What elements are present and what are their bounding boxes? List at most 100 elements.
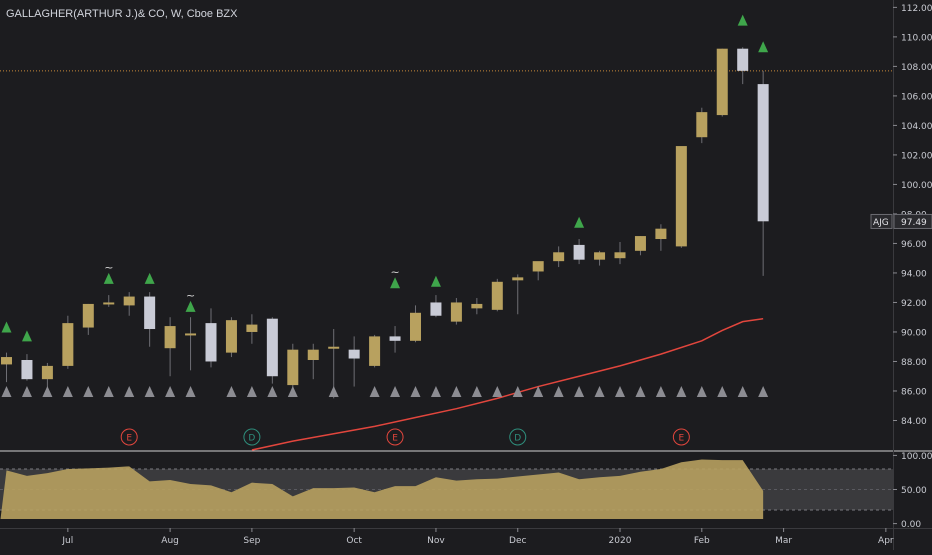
green-triangle-marker (574, 216, 585, 228)
gray-triangle-marker (124, 386, 135, 397)
green-triangle-marker (1, 321, 12, 333)
candle-body (225, 320, 237, 353)
gray-triangle-marker (267, 386, 278, 397)
gray-triangle-marker (42, 386, 53, 397)
gray-triangle-marker (615, 386, 625, 397)
last-price-box (893, 213, 932, 229)
gray-triangle-marker (758, 386, 769, 397)
gray-triangle-marker (1, 386, 12, 397)
x-tick-label: Dec (509, 536, 526, 546)
dividend-marker (243, 428, 261, 446)
gray-triangle-marker (512, 386, 523, 397)
y-tick-label: 84.00 (901, 417, 927, 427)
chart-title: GALLAGHER(ARTHUR J.)& CO, W, Cboe BZX (6, 8, 238, 20)
candle-body (246, 324, 258, 332)
y-tick-label: 90.00 (901, 328, 927, 338)
candle-body (430, 302, 442, 316)
y-tick-label: 86.00 (901, 387, 927, 397)
green-triangle-marker (390, 277, 401, 289)
gray-triangle-marker (410, 386, 421, 397)
x-tick-label: Jul (61, 536, 73, 546)
gray-triangle-marker (451, 386, 462, 397)
candle-body (450, 302, 462, 322)
candle-body (573, 244, 585, 260)
tilde-marker: ~ (104, 261, 113, 274)
x-tick-label: Apr (878, 536, 894, 546)
candle-body (103, 302, 115, 305)
y-tick-label: 104.00 (901, 122, 932, 132)
gray-triangle-marker (103, 386, 114, 397)
osc-y-tick-label: 50.00 (901, 486, 927, 496)
gray-triangle-marker (21, 386, 32, 397)
candle-body (614, 252, 626, 259)
candle-body (348, 349, 360, 359)
candle-body (389, 336, 401, 341)
tilde-marker: ~ (391, 265, 400, 278)
candle-body (675, 146, 687, 247)
gray-triangle-marker (369, 386, 380, 397)
event-label: E (126, 434, 132, 444)
gray-triangle-marker (635, 386, 646, 397)
x-tick-label: Sep (243, 536, 260, 546)
last-price-label: 97.49 (901, 218, 927, 228)
candle-body (553, 252, 565, 262)
event-label: E (679, 434, 685, 444)
gray-triangle-marker (594, 386, 605, 397)
x-tick-label: Feb (694, 536, 710, 546)
tilde-marker: ~ (186, 289, 195, 302)
candle-body (1, 357, 12, 365)
x-tick-label: Mar (775, 536, 792, 546)
candle-body (82, 303, 94, 328)
candle-body (144, 296, 156, 330)
candle-body (328, 346, 340, 349)
candle-body (491, 281, 503, 310)
candle-body (41, 365, 53, 380)
green-triangle-marker (21, 330, 32, 342)
y-tick-label: 92.00 (901, 299, 927, 309)
gray-triangle-marker (574, 386, 585, 397)
green-triangle-marker (185, 300, 196, 312)
y-tick-label: 108.00 (901, 63, 932, 73)
x-tick-label: Nov (427, 536, 445, 546)
y-tick-label: 96.00 (901, 240, 927, 250)
event-label: D (514, 434, 521, 444)
y-tick-label: 88.00 (901, 358, 927, 368)
gray-triangle-marker (471, 386, 482, 397)
earnings-marker (386, 428, 404, 446)
osc-y-tick-label: 0.00 (901, 520, 921, 530)
gray-triangle-marker (655, 386, 666, 397)
gray-triangle-marker (83, 386, 94, 397)
earnings-marker (672, 428, 690, 446)
gray-triangle-marker (246, 386, 257, 397)
gray-triangle-marker (533, 386, 544, 397)
gray-triangle-marker (492, 386, 503, 397)
x-tick-label: Aug (161, 536, 179, 546)
y-tick-label: 100.00 (901, 181, 932, 191)
green-triangle-marker (737, 14, 748, 26)
gray-triangle-marker (144, 386, 155, 397)
candle-body (307, 349, 319, 360)
y-tick-label: 102.00 (901, 151, 932, 161)
y-tick-label: 112.00 (901, 4, 932, 14)
candle-body (266, 318, 278, 377)
candle-body (164, 326, 176, 349)
gray-triangle-marker (737, 386, 748, 397)
y-tick-label: 94.00 (901, 269, 927, 279)
gray-triangle-marker (328, 386, 339, 397)
gray-triangle-marker (553, 386, 564, 397)
candle-body (655, 228, 667, 240)
symbol-box (870, 213, 893, 229)
osc-y-tick-label: 100.00 (901, 452, 932, 462)
green-triangle-marker (103, 272, 114, 284)
candle-body (287, 349, 299, 386)
candle-body (716, 48, 728, 116)
green-triangle-marker (430, 275, 441, 287)
y-tick-label: 106.00 (901, 92, 932, 102)
gray-triangle-marker (676, 386, 687, 397)
candle-body (737, 48, 749, 71)
dividend-marker (509, 428, 527, 446)
earnings-marker (120, 428, 138, 446)
candle-body (410, 312, 421, 341)
candle-body (62, 323, 74, 366)
